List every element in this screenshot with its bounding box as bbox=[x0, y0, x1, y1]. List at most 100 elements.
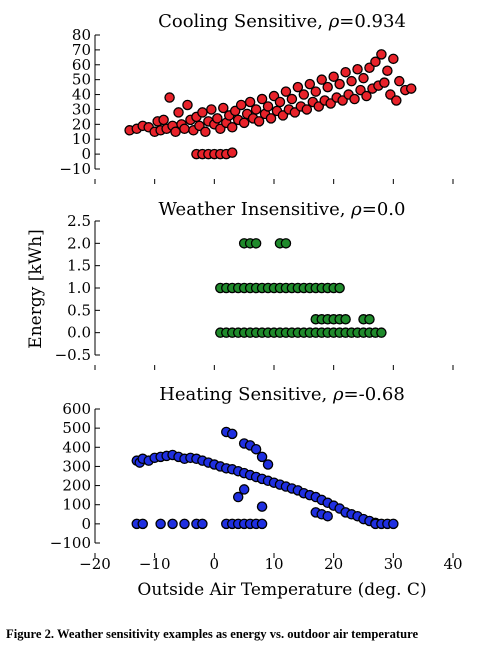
data-point bbox=[376, 327, 387, 338]
y-axis-label: Energy [kWh] bbox=[26, 229, 46, 348]
y-tick-label: −100 bbox=[50, 534, 91, 552]
x-tick-label: 40 bbox=[443, 555, 462, 573]
y-tick-label: 70 bbox=[72, 41, 91, 59]
data-point bbox=[286, 93, 298, 105]
chart-title-text: Cooling Sensitive, bbox=[158, 11, 329, 32]
y-tick-label: 2.5 bbox=[67, 212, 91, 230]
rho-symbol: ρ bbox=[328, 11, 340, 32]
y-tick-label: 100 bbox=[62, 496, 91, 514]
data-point bbox=[226, 122, 238, 133]
data-point bbox=[322, 510, 333, 522]
y-tick-label: 0 bbox=[81, 515, 91, 533]
data-point bbox=[173, 107, 184, 118]
chart-title: Heating Sensitive, ρ=-0.68 bbox=[159, 384, 405, 405]
x-tick-label: 20 bbox=[324, 555, 343, 573]
data-point bbox=[158, 114, 169, 126]
data-point bbox=[358, 72, 369, 84]
data-point bbox=[334, 282, 345, 294]
data-point bbox=[346, 75, 357, 87]
data-point bbox=[167, 518, 178, 530]
y-tick-label: 2.0 bbox=[67, 234, 91, 252]
x-tick-label: 30 bbox=[384, 555, 403, 573]
data-point bbox=[212, 113, 223, 124]
y-tick-label: 1.0 bbox=[67, 279, 91, 297]
figure-caption: Figure 2. Weather sensitivity examples a… bbox=[6, 627, 419, 641]
data-point bbox=[226, 147, 238, 158]
data-point bbox=[328, 71, 339, 82]
y-tick-label: 1.5 bbox=[67, 257, 91, 275]
y-tick-label: 30 bbox=[72, 100, 91, 118]
figure: Cooling Sensitive, ρ=0.934−1001020304050… bbox=[26, 11, 463, 600]
data-point bbox=[388, 518, 399, 530]
data-point bbox=[316, 74, 327, 85]
data-point bbox=[280, 86, 292, 97]
data-point bbox=[256, 93, 268, 105]
data-point bbox=[301, 104, 313, 115]
data-point bbox=[364, 314, 375, 325]
data-point bbox=[182, 99, 193, 111]
y-tick-label: 300 bbox=[62, 457, 91, 475]
data-point bbox=[238, 484, 250, 495]
y-tick-label: 600 bbox=[62, 400, 91, 418]
data-point bbox=[238, 117, 250, 129]
x-tick-label: 10 bbox=[264, 555, 283, 573]
data-point bbox=[265, 113, 277, 124]
y-tick-label: 40 bbox=[72, 86, 91, 104]
y-tick-label: −10 bbox=[59, 160, 91, 178]
rho-value: =-0.68 bbox=[344, 384, 405, 405]
data-point bbox=[391, 95, 402, 106]
chart-panel-1: Cooling Sensitive, ρ=0.934 −1001020304050… bbox=[59, 11, 454, 184]
data-point bbox=[304, 78, 316, 90]
data-point bbox=[218, 102, 229, 114]
data-point bbox=[200, 126, 211, 138]
data-point bbox=[382, 65, 393, 76]
data-point bbox=[262, 459, 274, 470]
data-point bbox=[155, 518, 166, 530]
data-point bbox=[280, 238, 292, 249]
data-point bbox=[274, 96, 286, 108]
data-point bbox=[197, 518, 208, 530]
x-tick-label: −10 bbox=[139, 555, 171, 573]
data-point bbox=[250, 238, 262, 249]
data-point bbox=[334, 78, 345, 90]
x-tick-label: 0 bbox=[210, 555, 220, 573]
chart-title-text: Weather Insensitive, bbox=[159, 199, 352, 220]
y-tick-label: 200 bbox=[62, 477, 91, 495]
data-point bbox=[235, 99, 247, 111]
data-point bbox=[310, 86, 322, 97]
data-point bbox=[352, 63, 363, 75]
data-point bbox=[379, 77, 390, 88]
y-tick-label: 0.0 bbox=[67, 324, 91, 342]
chart-panel-2: Weather Insensitive, ρ=0.0 −0.5 0.0 0.5 1.0 1… bbox=[55, 199, 454, 370]
data-point bbox=[298, 89, 310, 100]
data-point bbox=[262, 101, 274, 112]
data-point bbox=[256, 501, 268, 512]
data-point bbox=[244, 96, 256, 108]
y-tick-label: 500 bbox=[62, 419, 91, 437]
data-point bbox=[349, 93, 360, 105]
data-point bbox=[164, 92, 175, 103]
rho-symbol: ρ bbox=[350, 199, 362, 220]
y-tick-label: 0 bbox=[81, 145, 91, 163]
data-point bbox=[394, 75, 405, 87]
y-tick-label: 50 bbox=[72, 71, 91, 89]
rho-value: =0.934 bbox=[339, 11, 406, 32]
data-point bbox=[370, 56, 381, 68]
data-point bbox=[250, 104, 262, 115]
y-tick-label: 80 bbox=[72, 26, 91, 44]
x-axis-label: Outside Air Temperature (deg. C) bbox=[137, 580, 426, 600]
data-point bbox=[256, 451, 268, 463]
data-point bbox=[340, 314, 351, 325]
data-point bbox=[250, 443, 262, 455]
y-tick-label: 0.5 bbox=[67, 301, 91, 319]
data-point bbox=[179, 518, 190, 530]
data-point bbox=[226, 428, 238, 440]
y-tick-label: 10 bbox=[72, 130, 91, 148]
data-point bbox=[232, 491, 244, 503]
data-point bbox=[322, 81, 333, 93]
data-point bbox=[388, 53, 399, 65]
data-point bbox=[170, 126, 181, 138]
x-tick-label: −20 bbox=[79, 555, 111, 573]
data-point bbox=[197, 107, 208, 118]
